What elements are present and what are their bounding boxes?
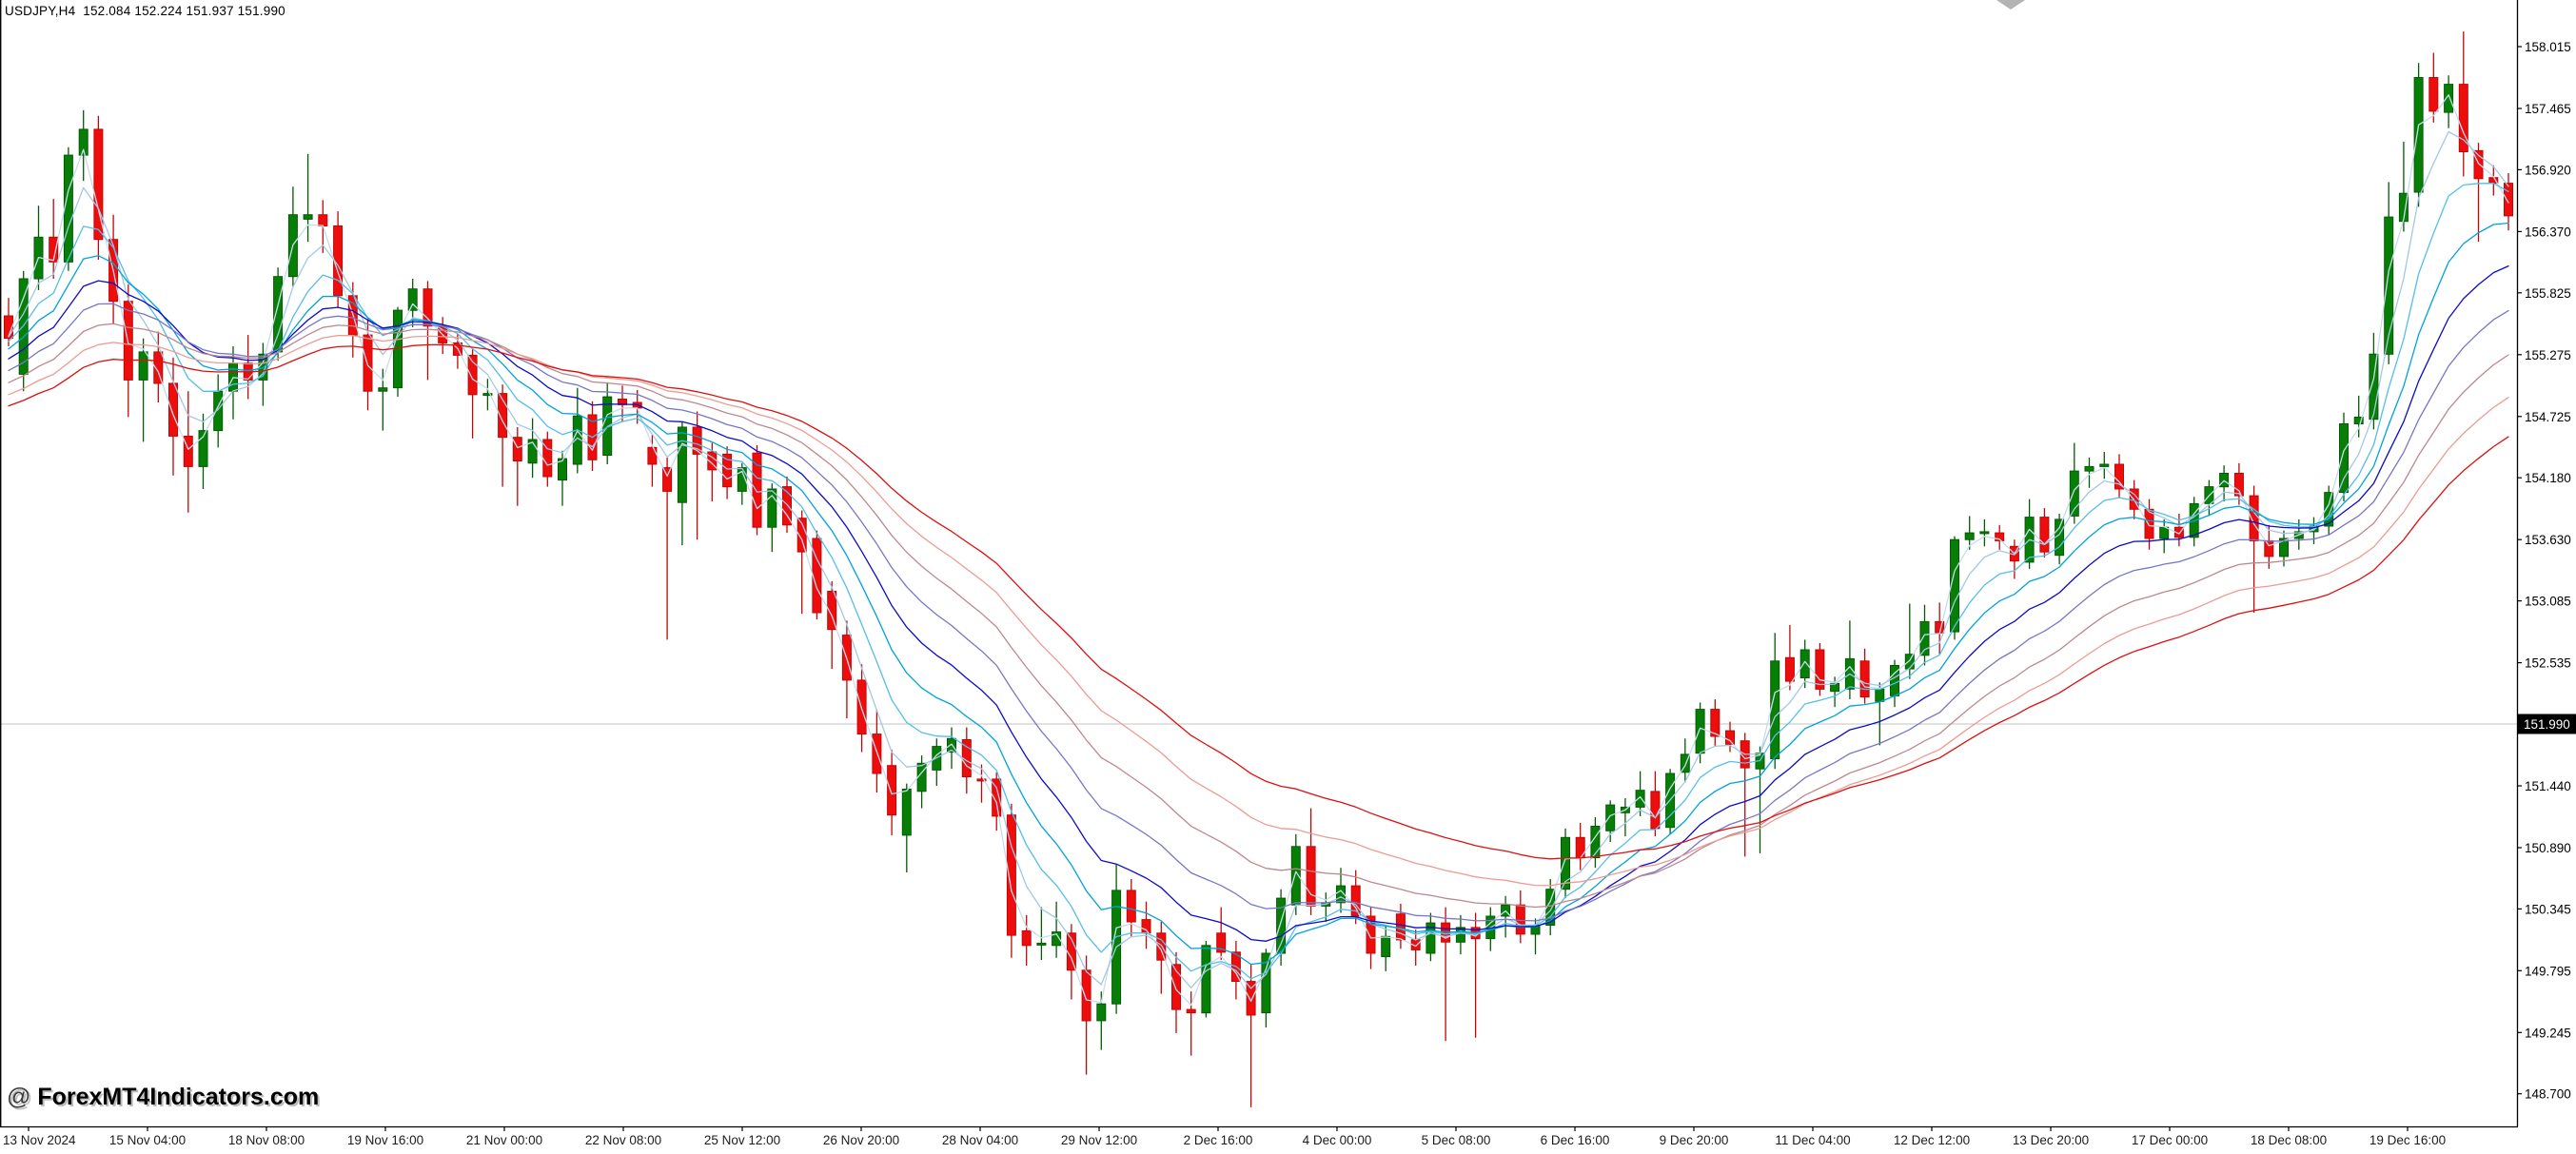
svg-text:155.275: 155.275	[2525, 348, 2571, 362]
watermark: @ ForexMT4Indicators.com	[7, 1084, 319, 1111]
current-price-badge	[2518, 714, 2576, 734]
svg-text:19 Dec 16:00: 19 Dec 16:00	[2370, 1133, 2446, 1147]
svg-text:158.015: 158.015	[2525, 40, 2571, 54]
svg-text:151.440: 151.440	[2525, 779, 2571, 793]
svg-text:150.890: 150.890	[2525, 841, 2571, 855]
svg-text:155.825: 155.825	[2525, 286, 2571, 301]
watermark-site-name: ForexMT4Indicators.com	[37, 1084, 320, 1110]
svg-text:28 Nov 04:00: 28 Nov 04:00	[942, 1133, 1018, 1147]
svg-text:18 Nov 08:00: 18 Nov 08:00	[228, 1133, 305, 1147]
svg-text:154.180: 154.180	[2525, 471, 2571, 485]
svg-text:2 Dec 16:00: 2 Dec 16:00	[1184, 1133, 1253, 1147]
svg-text:25 Nov 12:00: 25 Nov 12:00	[704, 1133, 780, 1147]
svg-text:29 Nov 12:00: 29 Nov 12:00	[1061, 1133, 1137, 1147]
chart-top-marker-icon	[1996, 0, 2025, 10]
svg-text:9 Dec 20:00: 9 Dec 20:00	[1660, 1133, 1729, 1147]
svg-text:21 Nov 00:00: 21 Nov 00:00	[466, 1133, 542, 1147]
svg-text:4 Dec 00:00: 4 Dec 00:00	[1303, 1133, 1372, 1147]
svg-text:153.630: 153.630	[2525, 533, 2571, 547]
svg-text:5 Dec 08:00: 5 Dec 08:00	[1422, 1133, 1491, 1147]
svg-text:6 Dec 16:00: 6 Dec 16:00	[1541, 1133, 1610, 1147]
svg-text:154.725: 154.725	[2525, 410, 2571, 424]
svg-text:156.370: 156.370	[2525, 225, 2571, 239]
watermark-at-symbol: @	[7, 1084, 38, 1110]
svg-text:18 Dec 08:00: 18 Dec 08:00	[2251, 1133, 2327, 1147]
svg-text:152.535: 152.535	[2525, 656, 2571, 671]
svg-text:157.465: 157.465	[2525, 102, 2571, 116]
svg-text:11 Dec 04:00: 11 Dec 04:00	[1775, 1133, 1850, 1147]
svg-text:19 Nov 16:00: 19 Nov 16:00	[347, 1133, 423, 1147]
svg-text:17 Dec 00:00: 17 Dec 00:00	[2132, 1133, 2208, 1147]
svg-text:149.245: 149.245	[2525, 1026, 2571, 1040]
svg-text:13 Dec 20:00: 13 Dec 20:00	[2013, 1133, 2089, 1147]
price-axis[interactable]: 158.015 157.465 156.920 156.370 155.825 155.2…	[2517, 40, 2576, 1102]
svg-text:15 Nov 04:00: 15 Nov 04:00	[109, 1133, 186, 1147]
time-axis[interactable]: 13 Nov 2024 15 Nov 04:00 18 Nov 08:00 19 No…	[3, 1126, 2446, 1147]
svg-text:156.920: 156.920	[2525, 163, 2571, 177]
svg-text:148.700: 148.700	[2525, 1087, 2571, 1102]
svg-text:13 Nov 2024: 13 Nov 2024	[3, 1133, 76, 1147]
svg-text:12 Dec 12:00: 12 Dec 12:00	[1894, 1133, 1970, 1147]
svg-text:153.085: 153.085	[2525, 595, 2571, 609]
chart-title: USDJPY,H4 152.084 152.224 151.937 151.99…	[5, 4, 285, 18]
svg-text:149.795: 149.795	[2525, 964, 2571, 978]
svg-text:22 Nov 08:00: 22 Nov 08:00	[585, 1133, 661, 1147]
svg-text:26 Nov 20:00: 26 Nov 20:00	[823, 1133, 899, 1147]
svg-text:151.990: 151.990	[2524, 717, 2570, 732]
rainbow-ma-lines	[8, 94, 2509, 1007]
svg-text:150.345: 150.345	[2525, 902, 2571, 916]
